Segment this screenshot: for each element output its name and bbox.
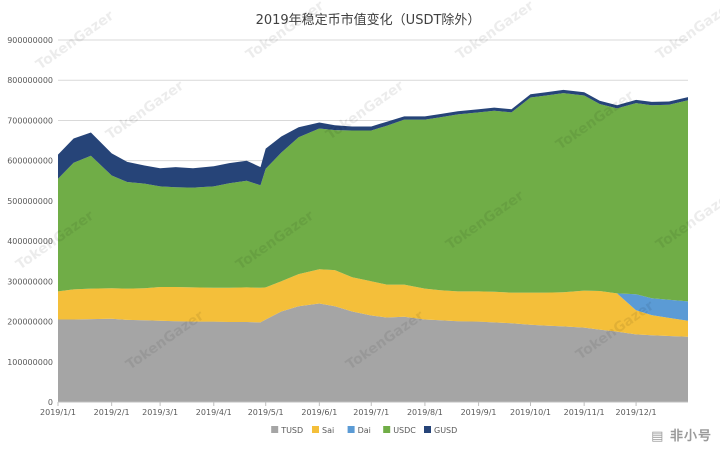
y-tick-label: 900000000 (7, 36, 53, 45)
y-tick-label: 700000000 (7, 116, 53, 125)
y-tick-label: 400000000 (7, 237, 53, 246)
x-tick-label: 2019/5/1 (248, 408, 284, 417)
watermark-text: TokenGazer (653, 0, 720, 63)
x-tick-label: 2019/3/1 (142, 408, 178, 417)
watermark-text: TokenGazer (103, 78, 187, 143)
legend-label-tusd: TUSD (280, 426, 303, 435)
y-tick-label: 500000000 (7, 197, 53, 206)
chart-title: 2019年稳定币市值变化（USDT除外） (256, 12, 481, 28)
watermark-text: TokenGazer (453, 0, 537, 63)
logo: ▤ 非小号 (651, 425, 712, 444)
x-tick-label: 2019/4/1 (196, 408, 232, 417)
x-tick-label: 2019/11/1 (564, 408, 605, 417)
legend-swatch-sai (312, 426, 319, 433)
legend-label-dai: Dai (358, 426, 371, 435)
x-tick-label: 2019/1/1 (40, 408, 76, 417)
x-tick-label: 2019/6/1 (301, 408, 337, 417)
x-tick-label: 2019/2/1 (94, 408, 130, 417)
legend-swatch-tusd (271, 426, 279, 433)
legend-label-usdc: USDC (393, 426, 416, 435)
legend-swatch-usdc (383, 426, 391, 433)
y-tick-label: 0 (48, 398, 53, 407)
legend-label-gusd: GUSD (434, 426, 457, 435)
legend-swatch-gusd (424, 426, 431, 433)
area-usdc (58, 93, 688, 302)
area-sai (58, 269, 688, 337)
area-tusd (58, 303, 688, 402)
x-tick-label: 2019/9/1 (461, 408, 497, 417)
y-tick-label: 800000000 (7, 76, 53, 85)
logo-text: 非小号 (669, 429, 712, 444)
x-tick-label: 2019/7/1 (353, 408, 389, 417)
legend-label-sai: Sai (322, 426, 334, 435)
stacked-areas (58, 89, 688, 402)
legend-swatch-dai (347, 426, 355, 433)
x-tick-label: 2019/10/1 (510, 408, 551, 417)
watermark-text: TokenGazer (243, 0, 327, 63)
y-tick-label: 300000000 (7, 277, 53, 286)
y-tick-label: 200000000 (7, 318, 53, 327)
x-tick-label: 2019/8/1 (407, 408, 443, 417)
logo-icon: ▤ (651, 429, 670, 444)
x-tick-label: 2019/12/1 (616, 408, 657, 417)
area-gusd (58, 89, 688, 188)
axes: 0 100000000 200000000 300000000 400000000 500… (7, 36, 688, 417)
y-tick-label: 100000000 (7, 358, 53, 367)
legend: TUSD Sai Dai USDC GUSD (271, 426, 457, 435)
y-tick-label: 600000000 (7, 157, 53, 166)
